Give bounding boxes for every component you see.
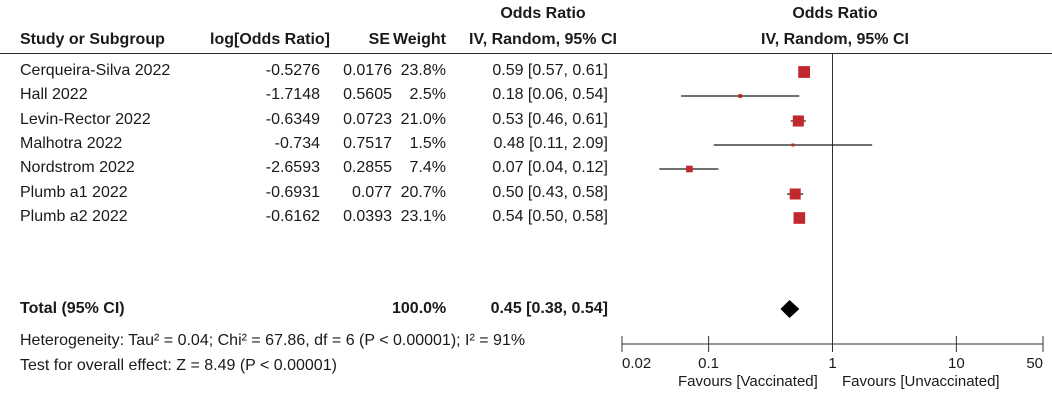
x-tick-label: 50 <box>1026 355 1043 372</box>
study-or-ci: 0.50 [0.43, 0.58] <box>492 184 608 201</box>
or-ci-column-header: IV, Random, 95% CI <box>469 31 617 48</box>
study-name: Levin-Rector 2022 <box>20 111 151 128</box>
study-or-ci: 0.59 [0.57, 0.61] <box>492 62 608 79</box>
study-or-ci: 0.53 [0.46, 0.61] <box>492 111 608 128</box>
study-weight: 21.0% <box>400 111 446 128</box>
study-logor: -0.6349 <box>265 111 320 128</box>
study-se: 0.7517 <box>343 135 392 152</box>
study-name: Cerqueira-Silva 2022 <box>20 62 171 79</box>
study-estimate-square <box>793 212 806 224</box>
logor-column-header: log[Odds Ratio] <box>210 31 330 48</box>
study-se: 0.0393 <box>343 208 392 225</box>
study-weight: 1.5% <box>409 135 446 152</box>
x-tick-label: 1 <box>828 355 836 372</box>
study-estimate-square <box>791 143 795 147</box>
study-weight: 23.8% <box>400 62 446 79</box>
study-or-ci: 0.48 [0.11, 2.09] <box>493 135 608 152</box>
study-name: Plumb a1 2022 <box>20 184 128 201</box>
plot-group-header: Odds Ratio <box>792 5 878 22</box>
total-label: Total (95% CI) <box>20 300 125 317</box>
study-se: 0.0176 <box>343 62 392 79</box>
study-estimate-square <box>792 115 804 127</box>
study-weight: 23.1% <box>400 208 446 225</box>
or-group-header: Odds Ratio <box>500 5 586 22</box>
overall-effect-text: Test for overall effect: Z = 8.49 (P < 0… <box>20 357 337 374</box>
study-estimate-square <box>738 94 743 98</box>
x-tick-label: 0.1 <box>698 355 719 372</box>
study-estimate-square <box>789 188 801 200</box>
weight-column-header: Weight <box>392 31 446 48</box>
study-logor: -0.5276 <box>265 62 320 79</box>
total-diamond <box>780 300 800 318</box>
x-tick-label: 0.02 <box>622 355 651 372</box>
study-logor: -0.734 <box>274 135 320 152</box>
study-estimate-square <box>798 66 811 78</box>
se-column-header: SE <box>368 31 390 48</box>
study-se: 0.5605 <box>343 86 392 103</box>
study-weight: 7.4% <box>409 159 446 176</box>
favours-left-label: Favours [Vaccinated] <box>678 373 818 390</box>
study-logor: -0.6162 <box>265 208 320 225</box>
study-se: 0.0723 <box>343 111 392 128</box>
study-column-header: Study or Subgroup <box>20 31 165 48</box>
study-logor: -2.6593 <box>265 159 320 176</box>
plot-ci-column-header: IV, Random, 95% CI <box>761 31 909 48</box>
study-name: Plumb a2 2022 <box>20 208 128 225</box>
study-se: 0.2855 <box>343 159 392 176</box>
study-name: Hall 2022 <box>20 86 88 103</box>
total-or-ci: 0.45 [0.38, 0.54] <box>490 300 608 317</box>
total-weight: 100.0% <box>392 300 447 317</box>
study-logor: -1.7148 <box>265 86 320 103</box>
study-name: Nordstrom 2022 <box>20 159 135 176</box>
study-se: 0.077 <box>351 184 392 201</box>
study-logor: -0.6931 <box>265 184 320 201</box>
study-estimate-square <box>686 165 693 173</box>
favours-right-label: Favours [Unvaccinated] <box>842 373 1000 390</box>
heterogeneity-text: Heterogeneity: Tau² = 0.04; Chi² = 67.86… <box>20 332 526 349</box>
study-or-ci: 0.54 [0.50, 0.58] <box>492 208 608 225</box>
study-or-ci: 0.18 [0.06, 0.54] <box>492 86 608 103</box>
study-weight: 20.7% <box>400 184 446 201</box>
study-or-ci: 0.07 [0.04, 0.12] <box>492 159 608 176</box>
study-name: Malhotra 2022 <box>20 135 123 152</box>
header-divider <box>0 53 1052 54</box>
study-weight: 2.5% <box>409 86 446 103</box>
x-tick-label: 10 <box>948 355 965 372</box>
